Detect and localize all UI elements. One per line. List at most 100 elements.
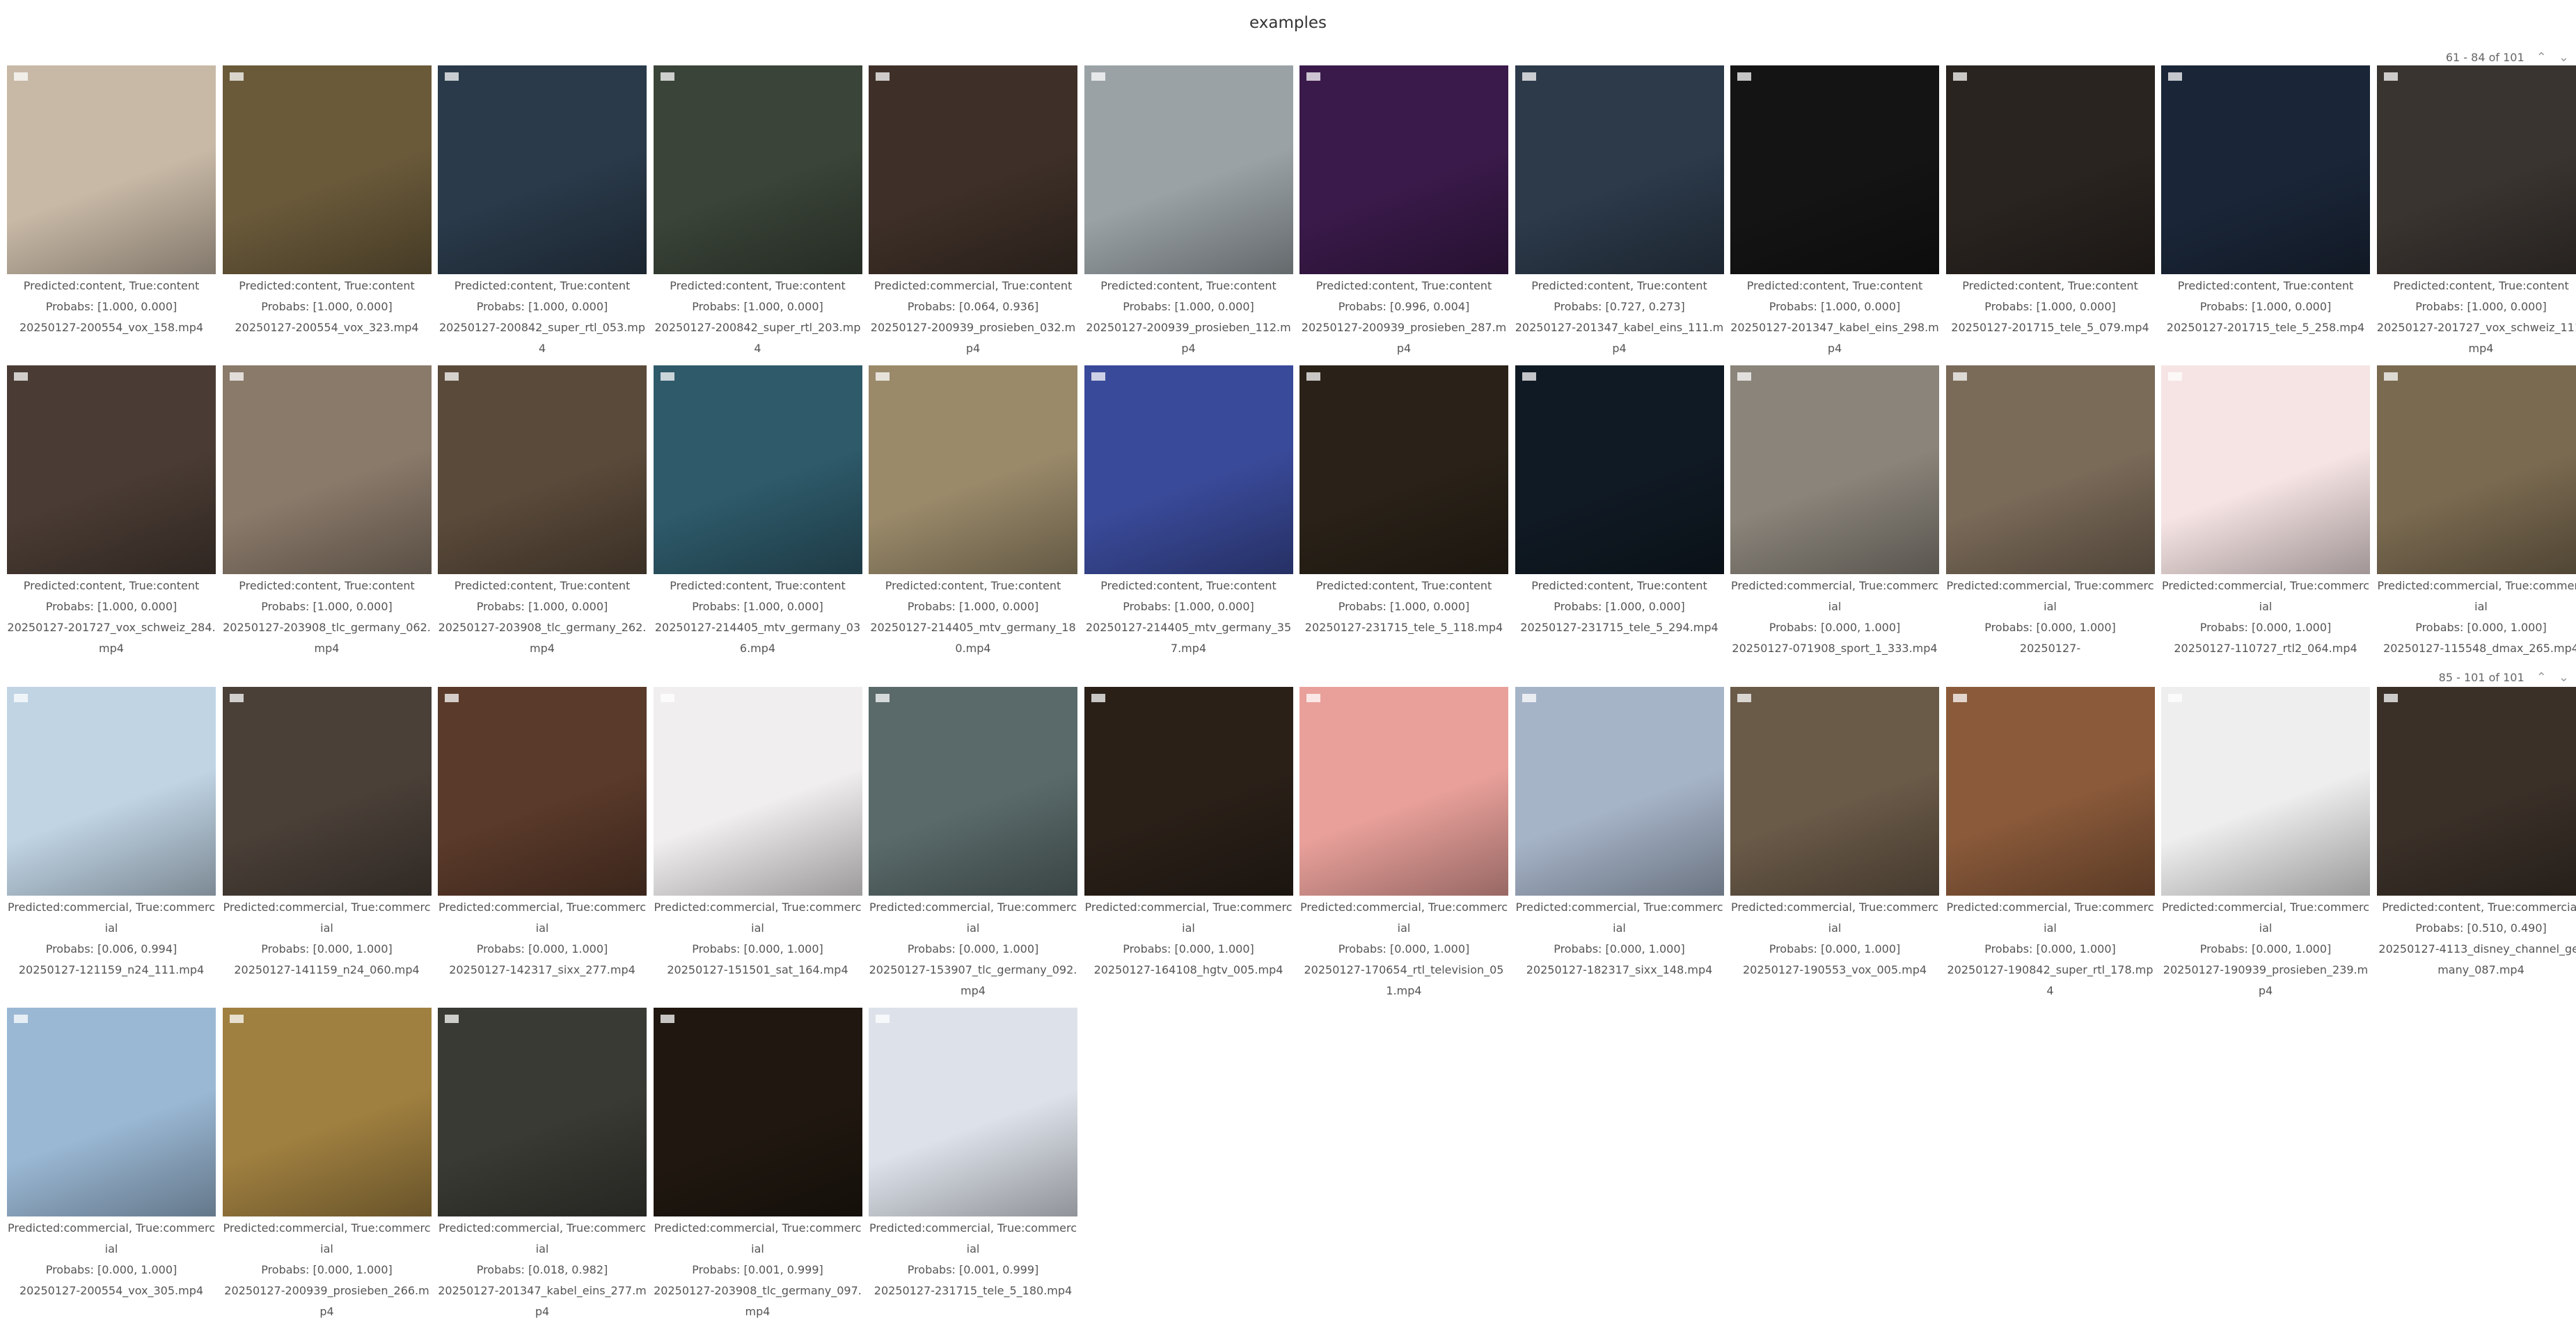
video-thumbnail[interactable] bbox=[869, 1008, 1077, 1216]
gallery-card[interactable]: Predicted:content, True:content Probabs: … bbox=[2377, 65, 2576, 359]
video-thumbnail[interactable] bbox=[1299, 687, 1508, 896]
probabilities-label: Probabs: [1.000, 0.000] bbox=[438, 296, 647, 317]
video-thumbnail[interactable] bbox=[7, 65, 216, 274]
video-thumbnail[interactable] bbox=[2377, 687, 2576, 896]
gallery-card[interactable]: Predicted:commercial, True:commercial Pro… bbox=[2377, 365, 2576, 659]
video-thumbnail[interactable] bbox=[2377, 365, 2576, 574]
gallery-card[interactable]: Predicted:commercial, True:commercial Pro… bbox=[1730, 365, 1939, 659]
prediction-label: Predicted:commercial, True:commercial bbox=[1084, 897, 1293, 939]
gallery-card[interactable]: Predicted:content, True:content Probabs: … bbox=[1299, 365, 1508, 638]
gallery-card[interactable]: Predicted:content, True:content Probabs: … bbox=[7, 365, 216, 659]
video-thumbnail[interactable] bbox=[1515, 65, 1724, 274]
channel-logo-icon bbox=[1522, 72, 1536, 81]
video-thumbnail[interactable] bbox=[223, 65, 432, 274]
gallery-card[interactable]: Predicted:commercial, True:commercial Pro… bbox=[7, 1008, 216, 1301]
gallery-card[interactable]: Predicted:commercial, True:commercial Pro… bbox=[1730, 687, 1939, 981]
video-thumbnail[interactable] bbox=[7, 365, 216, 574]
gallery-card[interactable]: Predicted:commercial, True:commercial Pro… bbox=[438, 687, 647, 981]
gallery-card[interactable]: Predicted:content, True:content Probabs: … bbox=[1084, 65, 1293, 359]
gallery-card[interactable]: Predicted:content, True:content Probabs: … bbox=[1084, 365, 1293, 659]
probabilities-label: Probabs: [1.000, 0.000] bbox=[438, 596, 647, 617]
gallery-card[interactable]: Predicted:content, True:commercial Probab… bbox=[2377, 687, 2576, 981]
video-thumbnail[interactable] bbox=[1084, 365, 1293, 574]
prediction-label: Predicted:content, True:content bbox=[7, 276, 216, 296]
gallery-card[interactable]: Predicted:commercial, True:commercial Pro… bbox=[2161, 687, 2370, 1001]
video-thumbnail[interactable] bbox=[869, 687, 1077, 896]
gallery-card[interactable]: Predicted:commercial, True:commercial Pro… bbox=[2161, 365, 2370, 659]
chevron-up-icon[interactable]: ⌃ bbox=[2536, 670, 2547, 685]
gallery-card[interactable]: Predicted:commercial, True:commercial Pro… bbox=[1299, 687, 1508, 1001]
gallery-card[interactable]: Predicted:commercial, True:commercial Pro… bbox=[1946, 687, 2155, 1001]
probabilities-label: Probabs: [0.006, 0.994] bbox=[7, 939, 216, 960]
video-thumbnail[interactable] bbox=[7, 1008, 216, 1216]
video-thumbnail[interactable] bbox=[1299, 65, 1508, 274]
video-thumbnail[interactable] bbox=[2161, 365, 2370, 574]
gallery-card[interactable]: Predicted:content, True:content Probabs: … bbox=[1515, 365, 1724, 638]
video-thumbnail[interactable] bbox=[1946, 65, 2155, 274]
video-thumbnail[interactable] bbox=[2161, 687, 2370, 896]
chevron-down-icon[interactable]: ⌄ bbox=[2559, 670, 2569, 685]
gallery-card[interactable]: Predicted:commercial, True:commercial Pro… bbox=[869, 1008, 1077, 1301]
video-thumbnail[interactable] bbox=[1084, 687, 1293, 896]
gallery-card[interactable]: Predicted:commercial, True:commercial Pro… bbox=[869, 687, 1077, 1001]
probabilities-label: Probabs: [0.000, 1.000] bbox=[7, 1260, 216, 1281]
video-thumbnail[interactable] bbox=[7, 687, 216, 896]
chevron-up-icon[interactable]: ⌃ bbox=[2536, 50, 2547, 65]
video-thumbnail[interactable] bbox=[438, 65, 647, 274]
video-thumbnail[interactable] bbox=[223, 1008, 432, 1216]
video-thumbnail[interactable] bbox=[654, 1008, 862, 1216]
gallery-card[interactable]: Predicted:commercial, True:commercial Pro… bbox=[223, 1008, 432, 1322]
gallery-card[interactable]: Predicted:content, True:content Probabs: … bbox=[654, 365, 862, 659]
gallery-card[interactable]: Predicted:commercial, True:commercial Pro… bbox=[654, 687, 862, 981]
gallery-card[interactable]: Predicted:commercial, True:commercial Pro… bbox=[1946, 365, 2155, 659]
gallery-card[interactable]: Predicted:content, True:content Probabs: … bbox=[7, 65, 216, 338]
video-thumbnail[interactable] bbox=[1299, 365, 1508, 574]
video-thumbnail[interactable] bbox=[2377, 65, 2576, 274]
gallery-card[interactable]: Predicted:content, True:content Probabs: … bbox=[1946, 65, 2155, 338]
chevron-down-icon[interactable]: ⌄ bbox=[2559, 50, 2569, 65]
gallery-card[interactable]: Predicted:content, True:content Probabs: … bbox=[223, 65, 432, 338]
gallery-card[interactable]: Predicted:content, True:content Probabs: … bbox=[438, 65, 647, 359]
gallery-card[interactable]: Predicted:content, True:content Probabs: … bbox=[223, 365, 432, 659]
video-thumbnail[interactable] bbox=[1515, 687, 1724, 896]
gallery-card[interactable]: Predicted:content, True:content Probabs: … bbox=[869, 365, 1077, 659]
gallery-card[interactable]: Predicted:content, True:content Probabs: … bbox=[1730, 65, 1939, 359]
gallery-card[interactable]: Predicted:commercial, True:commercial Pro… bbox=[223, 687, 432, 981]
video-thumbnail[interactable] bbox=[438, 687, 647, 896]
video-thumbnail[interactable] bbox=[438, 1008, 647, 1216]
gallery-card[interactable]: Predicted:commercial, True:commercial Pro… bbox=[7, 687, 216, 981]
gallery-card[interactable]: Predicted:commercial, True:content Probab… bbox=[869, 65, 1077, 359]
video-thumbnail[interactable] bbox=[1946, 365, 2155, 574]
video-thumbnail[interactable] bbox=[1730, 687, 1939, 896]
video-thumbnail[interactable] bbox=[654, 365, 862, 574]
probabilities-label: Probabs: [0.000, 1.000] bbox=[1299, 939, 1508, 960]
gallery-card[interactable]: Predicted:commercial, True:commercial Pro… bbox=[438, 1008, 647, 1322]
video-thumbnail[interactable] bbox=[1730, 365, 1939, 574]
video-thumbnail[interactable] bbox=[223, 687, 432, 896]
video-thumbnail[interactable] bbox=[438, 365, 647, 574]
video-thumbnail[interactable] bbox=[869, 365, 1077, 574]
card-caption: Predicted:content, True:content Probabs: … bbox=[1299, 576, 1508, 638]
gallery-card[interactable]: Predicted:commercial, True:commercial Pro… bbox=[654, 1008, 862, 1322]
gallery-card[interactable]: Predicted:commercial, True:commercial Pro… bbox=[1084, 687, 1293, 981]
gallery-card[interactable]: Predicted:content, True:content Probabs: … bbox=[1299, 65, 1508, 359]
video-thumbnail[interactable] bbox=[1515, 365, 1724, 574]
gallery-card[interactable]: Predicted:content, True:content Probabs: … bbox=[1515, 65, 1724, 359]
video-thumbnail[interactable] bbox=[1946, 687, 2155, 896]
prediction-label: Predicted:commercial, True:commercial bbox=[438, 897, 647, 939]
video-thumbnail[interactable] bbox=[2161, 65, 2370, 274]
gallery-card[interactable]: Predicted:commercial, True:commercial Pro… bbox=[1515, 687, 1724, 981]
gallery-card[interactable]: Predicted:content, True:content Probabs: … bbox=[654, 65, 862, 359]
video-thumbnail[interactable] bbox=[1730, 65, 1939, 274]
video-thumbnail[interactable] bbox=[654, 65, 862, 274]
probabilities-label: Probabs: [1.000, 0.000] bbox=[223, 296, 432, 317]
gallery-card[interactable]: Predicted:content, True:content Probabs: … bbox=[2161, 65, 2370, 338]
video-thumbnail[interactable] bbox=[869, 65, 1077, 274]
channel-logo-icon bbox=[876, 1015, 890, 1023]
video-thumbnail[interactable] bbox=[654, 687, 862, 896]
prediction-label: Predicted:commercial, True:commercial bbox=[1946, 897, 2155, 939]
video-thumbnail[interactable] bbox=[223, 365, 432, 574]
video-thumbnail[interactable] bbox=[1084, 65, 1293, 274]
gallery-card[interactable]: Predicted:content, True:content Probabs: … bbox=[438, 365, 647, 659]
prediction-label: Predicted:commercial, True:commercial bbox=[2161, 576, 2370, 617]
